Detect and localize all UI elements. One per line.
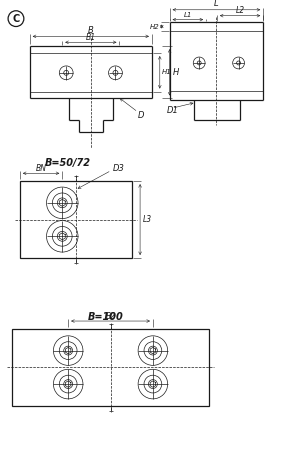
Text: H2: H2 [150, 24, 160, 30]
Text: B1: B1 [86, 33, 96, 42]
Text: D1: D1 [167, 106, 179, 115]
Text: L1: L1 [184, 12, 192, 18]
Text: D3: D3 [113, 164, 124, 173]
Text: L: L [214, 0, 219, 8]
Text: B: B [88, 26, 94, 35]
Text: D: D [138, 111, 145, 120]
Bar [12, 329, 209, 406]
Text: B=50/72: B=50/72 [45, 158, 91, 168]
Bar [20, 181, 132, 258]
Text: H: H [173, 68, 179, 77]
Text: C: C [12, 14, 19, 24]
Text: B=100: B=100 [88, 312, 123, 322]
Text: L3: L3 [142, 215, 152, 224]
Text: H1: H1 [162, 69, 172, 76]
Text: BN: BN [36, 164, 47, 173]
Text: L2: L2 [235, 6, 245, 15]
Text: B2: B2 [105, 312, 116, 321]
